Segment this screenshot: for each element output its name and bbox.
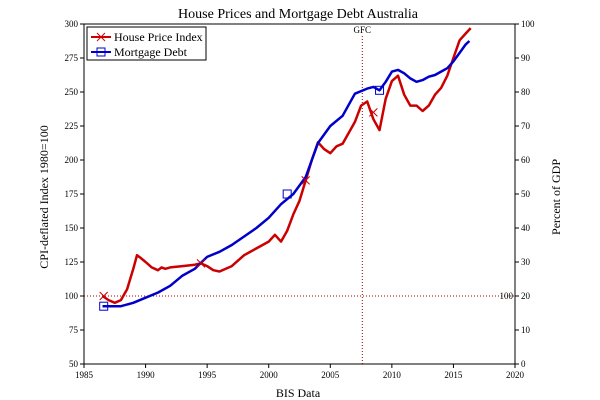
right-tick-label: 90 [521, 53, 531, 63]
left-tick-label: 125 [65, 257, 79, 267]
mortgage-debt-marker [375, 85, 385, 95]
right-tick-label: 20 [521, 291, 531, 301]
chart-title: House Prices and Mortgage Debt Australia [178, 7, 419, 22]
right-tick-label: 70 [521, 121, 531, 131]
left-axis-ticks: 50 75 100 125 150 175 200 225 250 275 300 [65, 19, 84, 369]
x-tick-label: 2010 [383, 370, 402, 380]
right-tick-label: 30 [521, 257, 531, 267]
legend-mortgage-label: Mortgage Debt [114, 45, 188, 59]
left-tick-label: 275 [65, 53, 79, 63]
plot-area-border [83, 23, 516, 365]
right-tick-label: 0 [521, 359, 526, 369]
right-tick-label: 10 [521, 325, 531, 335]
x-tick-label: 1990 [137, 370, 156, 380]
x-tick-label: 1985 [75, 370, 94, 380]
house-price-marker [369, 108, 378, 117]
left-tick-label: 200 [65, 155, 79, 165]
left-tick-label: 225 [65, 121, 79, 131]
right-tick-label: 60 [521, 155, 531, 165]
legend: House Price Index Mortgage Debt [86, 26, 207, 61]
house-price-line [101, 27, 472, 305]
house-price-marker [99, 291, 109, 301]
legend-box [86, 26, 207, 61]
left-tick-label: 175 [65, 189, 79, 199]
house-price-marker [301, 176, 311, 185]
reference-line-label: 100 [500, 291, 514, 301]
house-price-marker-stroke [301, 176, 311, 185]
gfc-label: GFC [354, 25, 372, 35]
house-price-marker-stroke [196, 259, 206, 268]
right-axis-ticks: 0 10 20 30 40 50 60 70 80 90 100 [515, 19, 535, 369]
series-markers [99, 85, 385, 311]
x-tick-label: 2000 [260, 370, 279, 380]
mortgage-debt-line [102, 40, 471, 308]
left-tick-label: 150 [65, 223, 79, 233]
legend-mortgage-marker [96, 47, 106, 57]
legend-house-price-marker [96, 32, 106, 42]
mortgage-debt-marker [99, 301, 109, 311]
x-tick-label: 2005 [321, 370, 340, 380]
right-tick-label: 100 [521, 19, 535, 29]
right-tick-label: 50 [521, 189, 531, 199]
right-axis-label: Percent of GDP [549, 159, 563, 235]
gfc-annotation-group: GFC [354, 25, 372, 364]
left-tick-label: 50 [69, 359, 79, 369]
left-axis-label: CPI-deflated Index 1980=100 [37, 125, 51, 268]
left-tick-label: 300 [65, 19, 79, 29]
left-tick-label: 75 [69, 325, 79, 335]
house-price-marker-stroke [369, 108, 378, 117]
house-price-marker [196, 259, 206, 268]
left-tick-label: 250 [65, 87, 79, 97]
right-tick-label: 40 [521, 223, 531, 233]
x-axis-ticks: 1985 1990 1995 2000 2005 2010 2015 2020 [75, 364, 525, 380]
series-lines [101, 27, 472, 308]
x-tick-label: 1995 [198, 370, 217, 380]
right-tick-label: 80 [521, 87, 531, 97]
x-tick-label: 2015 [444, 370, 463, 380]
left-tick-label: 100 [65, 291, 79, 301]
legend-house-price-label: House Price Index [114, 30, 203, 44]
house-price-marker-stroke [99, 291, 109, 301]
reference-line-group: 100 [84, 291, 515, 301]
x-axis-label: BIS Data [276, 386, 321, 400]
plot-frame [83, 23, 516, 365]
mortgage-debt-marker [282, 189, 292, 199]
x-tick-label: 2020 [506, 370, 525, 380]
